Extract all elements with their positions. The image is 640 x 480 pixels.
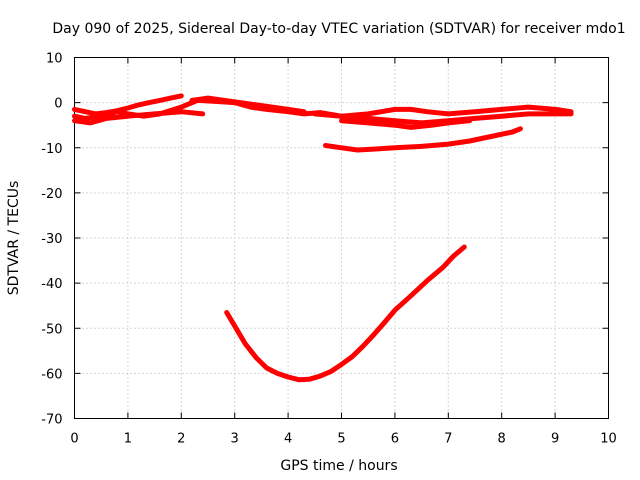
y-tick-label: -60 [41,367,62,382]
x-tick-label: 2 [177,432,185,447]
chart-title: Day 090 of 2025, Sidereal Day-to-day VTE… [52,21,625,37]
grid [74,57,609,419]
axis-ticks [74,57,609,419]
x-tick-label: 4 [284,432,292,447]
series-layer [72,93,574,383]
x-tick-label: 7 [444,432,452,447]
x-tick-label: 10 [600,432,617,447]
x-tick-label: 9 [551,432,559,447]
y-tick-label: -70 [41,413,62,428]
y-tick-label: -30 [41,232,62,247]
x-tick-label: 6 [391,432,399,447]
x-tick-label: 8 [498,432,506,447]
x-tick-label: 5 [337,432,345,447]
series-line-5 [312,104,574,119]
y-tick-label: -20 [41,187,62,202]
x-tick-label: 3 [231,432,239,447]
x-axis-label: GPS time / hours [280,458,397,474]
y-tick-label: 0 [54,97,62,112]
y-tick-labels: 10 0 -10 -20 -30 -40 -50 -60 -70 [41,52,62,428]
x-tick-label: 0 [70,432,78,447]
y-tick-label: -50 [41,322,62,337]
y-axis-label: SDTVAR / TECUs [6,181,22,296]
series-line-4 [189,95,307,115]
x-tick-labels: 0 1 2 3 4 5 6 7 8 9 10 [70,432,616,447]
series-line-6 [339,118,473,130]
series-line-8 [224,244,467,383]
y-tick-label: -10 [41,142,62,157]
y-tick-label: 10 [46,52,63,67]
x-tick-label: 1 [124,432,132,447]
series-line-1 [72,93,184,117]
series-line-7 [323,126,523,153]
y-tick-label: -40 [41,277,62,292]
